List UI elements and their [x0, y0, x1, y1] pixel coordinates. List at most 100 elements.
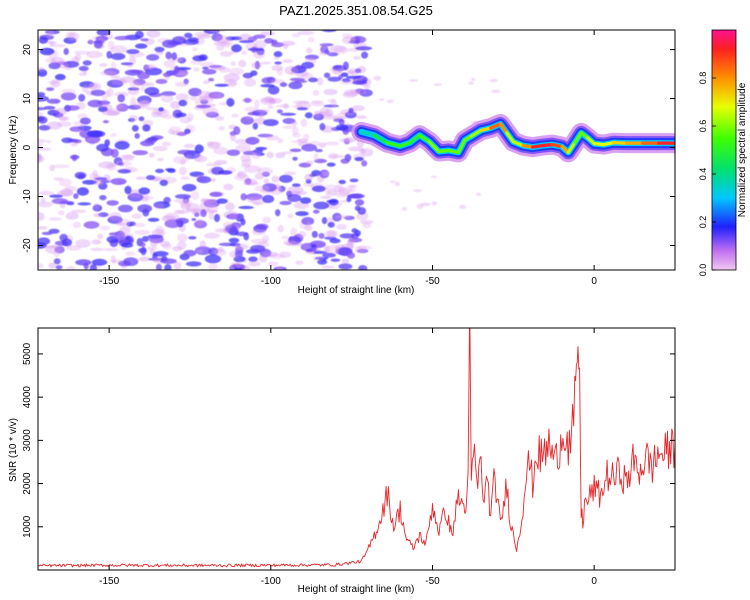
- noise-blob: [38, 226, 48, 230]
- noise-blob: [209, 178, 217, 182]
- noise-blob: [251, 62, 262, 69]
- noise-blob: [413, 189, 423, 193]
- noise-blob: [230, 132, 236, 142]
- noise-blob: [99, 70, 117, 76]
- noise-blob: [250, 244, 266, 252]
- noise-blob: [281, 125, 297, 129]
- noise-blob: [196, 218, 204, 226]
- noise-blob: [340, 199, 348, 203]
- noise-blob: [141, 197, 149, 202]
- noise-blob: [136, 176, 147, 180]
- noise-blob: [195, 249, 204, 254]
- noise-blob: [349, 178, 359, 183]
- noise-blob: [319, 49, 333, 56]
- noise-blob: [178, 166, 187, 176]
- noise-blob: [301, 217, 315, 226]
- noise-blob: [248, 261, 261, 267]
- noise-blob: [110, 178, 127, 185]
- colorbar-tick-label: 0.6: [698, 120, 708, 133]
- spectrogram-x-label: Height of straight line (km): [298, 285, 415, 296]
- noise-blob: [287, 213, 294, 219]
- noise-blob: [173, 261, 182, 270]
- noise-blob: [47, 98, 61, 104]
- noise-blob: [323, 245, 330, 254]
- noise-blob: [118, 218, 131, 227]
- noise-blob: [234, 267, 243, 270]
- noise-blob: [280, 40, 296, 46]
- noise-blob: [471, 77, 476, 82]
- noise-blob: [313, 250, 328, 254]
- noise-blob: [319, 43, 328, 49]
- noise-blob: [137, 204, 153, 213]
- y-tick-label: 1000: [22, 515, 33, 538]
- noise-blob: [352, 56, 361, 60]
- noise-blob: [321, 30, 337, 33]
- noise-blob: [420, 202, 431, 207]
- noise-blob: [313, 152, 319, 162]
- noise-blob: [138, 82, 155, 87]
- noise-blob: [327, 221, 335, 228]
- noise-blob: [292, 126, 299, 136]
- noise-blob: [362, 221, 372, 229]
- noise-blob: [253, 50, 265, 59]
- noise-blob: [63, 48, 69, 55]
- noise-blob: [155, 225, 164, 235]
- noise-blob: [179, 43, 193, 47]
- noise-blob: [96, 30, 111, 36]
- ridge-segment: [550, 143, 564, 149]
- noise-blob: [94, 179, 105, 186]
- noise-blob: [312, 209, 320, 214]
- noise-blob: [338, 179, 346, 185]
- noise-blob: [242, 265, 250, 270]
- noise-blob: [289, 148, 302, 153]
- noise-blob: [162, 39, 178, 48]
- noise-blob: [75, 259, 92, 266]
- noise-blob: [341, 258, 350, 264]
- noise-blob: [238, 205, 254, 210]
- noise-blob: [171, 52, 178, 61]
- noise-blob: [208, 30, 226, 33]
- noise-blob: [253, 34, 266, 39]
- noise-blob: [100, 98, 109, 108]
- noise-blob: [146, 30, 161, 38]
- noise-blob: [131, 213, 143, 220]
- noise-blob: [38, 36, 49, 44]
- noise-blob: [117, 169, 131, 174]
- noise-blob: [304, 173, 314, 182]
- noise-blob: [38, 111, 43, 117]
- noise-blob: [252, 228, 266, 236]
- noise-blob: [324, 141, 340, 146]
- noise-blob: [86, 130, 103, 138]
- noise-blob: [338, 263, 353, 270]
- noise-blob: [239, 40, 254, 44]
- noise-blob: [158, 107, 165, 112]
- ridge-segment: [531, 144, 545, 149]
- noise-blob: [72, 139, 82, 144]
- noise-blob: [378, 98, 385, 101]
- noise-blob: [38, 95, 49, 102]
- figure-title: PAZ1.2025.351.08.54.G25: [279, 3, 433, 18]
- noise-blob: [299, 197, 312, 204]
- noise-blob: [192, 47, 198, 52]
- noise-blob: [354, 245, 368, 254]
- noise-blob: [161, 215, 177, 223]
- noise-blob: [131, 125, 139, 132]
- noise-blob: [86, 50, 103, 59]
- noise-blob: [241, 98, 254, 103]
- noise-blob: [60, 188, 73, 197]
- noise-blob: [275, 209, 281, 217]
- noise-blob: [319, 123, 326, 131]
- noise-blob: [153, 202, 165, 209]
- noise-blob: [49, 194, 63, 198]
- noise-blob: [110, 61, 117, 70]
- noise-blob: [202, 106, 219, 116]
- ridge-segment: [540, 143, 554, 148]
- noise-blob: [140, 246, 147, 256]
- noise-blob: [88, 83, 98, 90]
- noise-blob: [234, 139, 249, 145]
- noise-blob: [394, 181, 400, 187]
- noise-blob: [303, 133, 310, 141]
- noise-blob: [267, 105, 273, 109]
- noise-blob: [323, 104, 340, 108]
- noise-blob: [144, 87, 160, 96]
